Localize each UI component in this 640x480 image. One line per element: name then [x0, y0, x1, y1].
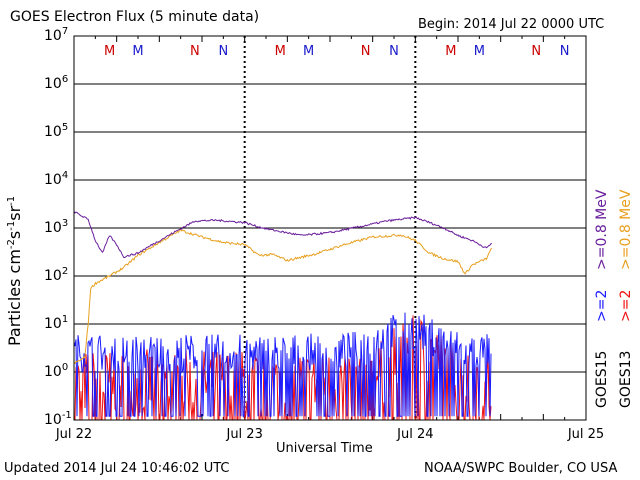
legend-goes13: GOES13 — [618, 351, 634, 408]
legend-goes13-ge2: >=2 — [618, 290, 634, 322]
series-goes15-ge08 — [74, 211, 493, 258]
series-goes15-ge2 — [74, 312, 492, 417]
series-goes13-ge08 — [74, 229, 493, 365]
plot-frame — [73, 35, 587, 421]
legend-goes15-ge08: >=0.8 MeV — [594, 189, 610, 270]
x-tick-label: Jul 24 — [396, 427, 433, 442]
marker-N: N — [190, 44, 200, 59]
x-axis-label: Universal Time — [276, 441, 373, 456]
chart-title: GOES Electron Flux (5 minute data) — [10, 9, 260, 25]
marker-M: M — [104, 44, 115, 59]
marker-N: N — [560, 44, 570, 59]
y-tick-labels: 10-1 100 101 102 103 104 105 106 107 — [44, 26, 72, 428]
y-tick-label: 105 — [44, 122, 68, 140]
y-axis-label: Particles cm-2s-1sr-1 — [5, 196, 24, 346]
legend-goes15: GOES15 — [594, 351, 610, 408]
marker-M: M — [303, 44, 314, 59]
legend: GOES15 GOES13 >=2 >=2 >=0.8 MeV >=0.8 Me… — [594, 189, 634, 408]
marker-M: M — [275, 44, 286, 59]
legend-goes15-ge2: >=2 — [594, 290, 610, 322]
y-tick-label: 106 — [44, 74, 68, 92]
x-tick-label: Jul 23 — [225, 427, 262, 442]
y-tick-label: 103 — [44, 218, 68, 236]
y-tick-label: 102 — [44, 266, 68, 284]
marker-N: N — [218, 44, 228, 59]
series-layer — [74, 211, 493, 420]
updated-timestamp: Updated 2014 Jul 24 10:46:02 UTC — [4, 461, 230, 476]
marker-N: N — [361, 44, 371, 59]
y-tick-label: 100 — [44, 362, 68, 380]
marker-M: M — [445, 44, 456, 59]
marker-M: M — [132, 44, 143, 59]
series-goes13-ge2 — [74, 315, 492, 420]
y-tick-label: 101 — [44, 314, 68, 332]
marker-M: M — [474, 44, 485, 59]
y-tick-label: 107 — [44, 26, 68, 44]
marker-N: N — [531, 44, 541, 59]
y-tick-label: 10-1 — [44, 410, 72, 428]
legend-goes13-ge08: >=0.8 MeV — [618, 189, 634, 270]
y-tick-label: 104 — [44, 170, 68, 188]
x-tick-labels: Jul 22 Jul 23 Jul 24 Jul 25 — [55, 427, 604, 442]
begin-time: Begin: 2014 Jul 22 0000 UTC — [418, 17, 605, 32]
marker-N: N — [389, 44, 399, 59]
credit: NOAA/SWPC Boulder, CO USA — [424, 461, 618, 476]
x-tick-label: Jul 25 — [567, 427, 604, 442]
x-tick-label: Jul 22 — [55, 427, 92, 442]
